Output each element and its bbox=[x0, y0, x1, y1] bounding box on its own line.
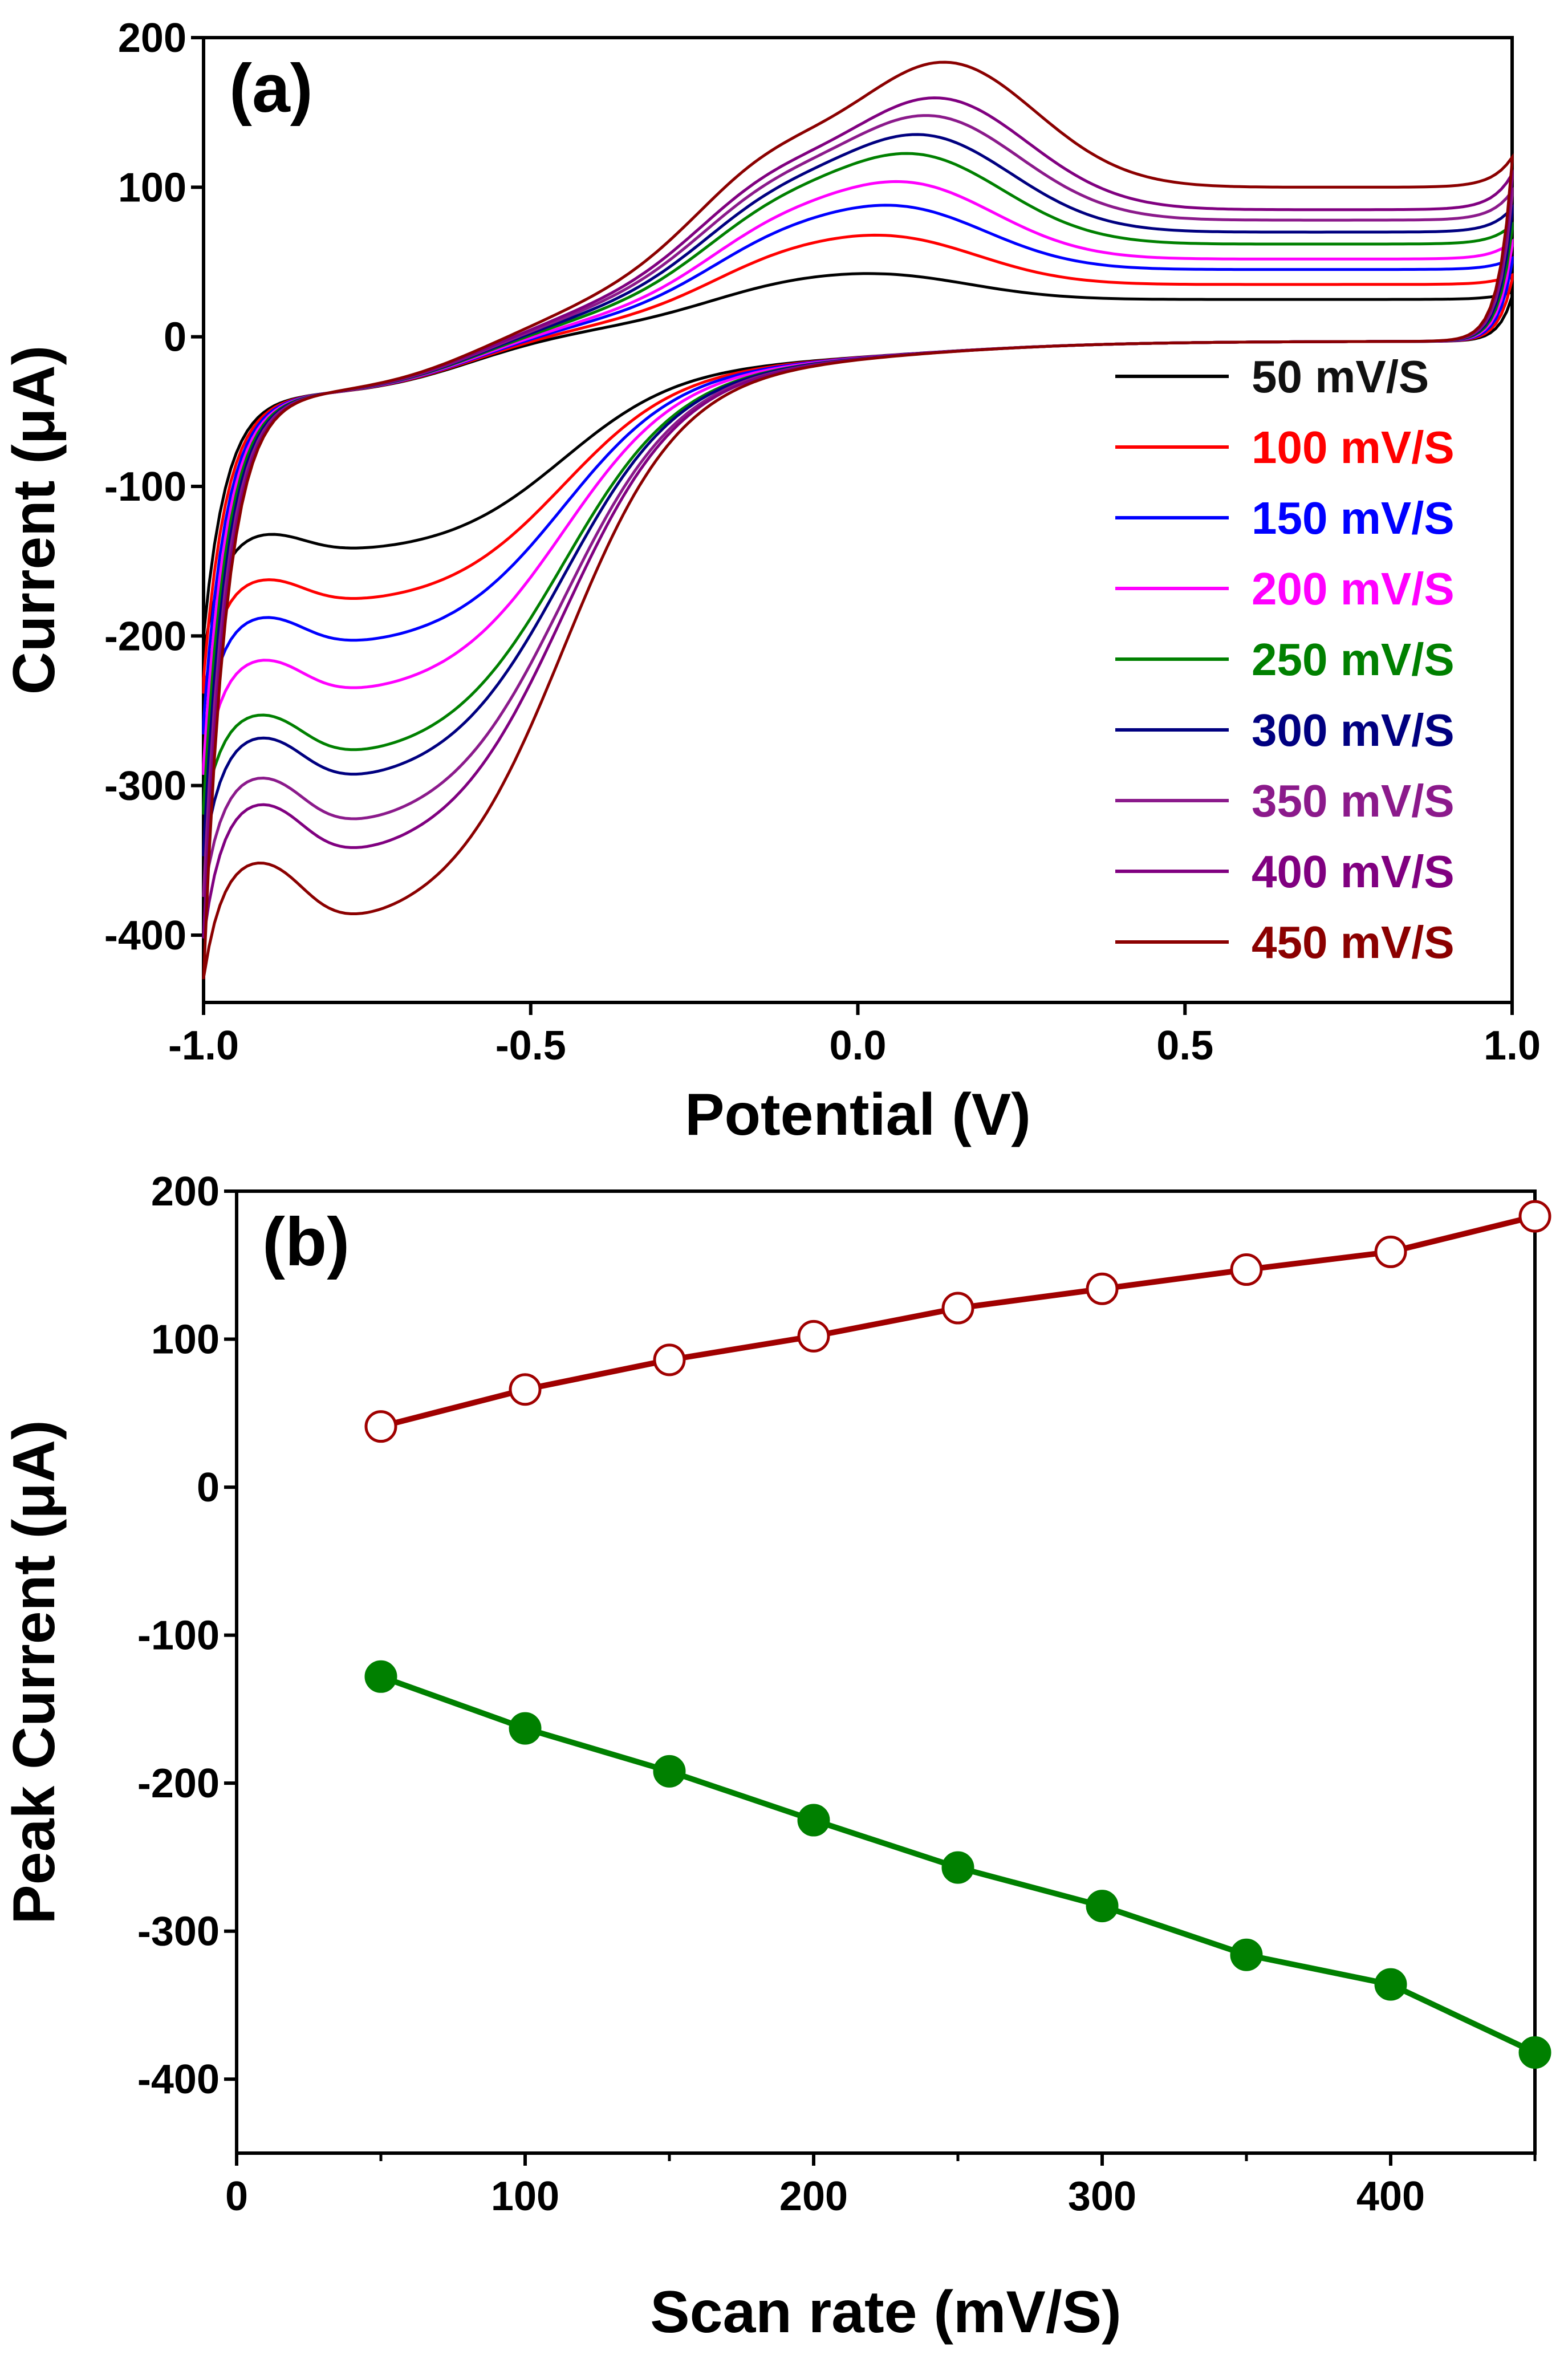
x-axis-title: Potential (V) bbox=[685, 1082, 1031, 1148]
x-tick-label: 0.0 bbox=[829, 1023, 886, 1069]
x-tick-label: 100 bbox=[491, 2174, 559, 2219]
y-tick-label: 100 bbox=[118, 165, 186, 210]
data-point bbox=[797, 1804, 830, 1837]
cv-curve-200-mV-S bbox=[202, 180, 1514, 775]
x-tick-label: 400 bbox=[1356, 2174, 1425, 2219]
legend-label: 150 mV/S bbox=[1252, 493, 1455, 543]
data-point bbox=[1518, 1200, 1551, 1233]
data-point bbox=[364, 1410, 397, 1443]
data-point bbox=[1518, 2036, 1551, 2069]
legend-label: 300 mV/S bbox=[1252, 705, 1455, 756]
y-tick-label: 100 bbox=[151, 1317, 220, 1363]
x-tick-label: 1.0 bbox=[1484, 1023, 1541, 1069]
y-axis-title: Peak Current (μA) bbox=[1, 1420, 67, 1924]
x-tick-label: 300 bbox=[1068, 2174, 1136, 2219]
y-tick-label: -200 bbox=[104, 614, 186, 659]
panel-label: (a) bbox=[229, 50, 313, 127]
y-tick-label: -100 bbox=[104, 464, 186, 510]
y-tick-label: -100 bbox=[137, 1613, 220, 1659]
y-tick-label: -400 bbox=[137, 2057, 220, 2102]
y-tick-label: 200 bbox=[151, 1169, 220, 1215]
panel-label: (b) bbox=[262, 1204, 350, 1280]
cv-curve-400-mV-S bbox=[202, 96, 1514, 939]
data-point bbox=[1230, 1253, 1263, 1286]
y-tick-label: 0 bbox=[197, 1465, 220, 1511]
y-tick-label: 200 bbox=[118, 15, 186, 61]
legend-label: 200 mV/S bbox=[1252, 563, 1455, 614]
y-tick-label: -300 bbox=[137, 1909, 220, 1955]
data-point bbox=[1086, 1890, 1119, 1923]
cv-curve-100-mV-S bbox=[202, 233, 1514, 694]
data-point bbox=[797, 1319, 830, 1353]
panel-a: -1.0 -0.5 0.0 0.5 1.0 200 100 0 -100 -200 -300 -400… bbox=[1, 15, 1541, 1148]
data-point bbox=[941, 1292, 974, 1325]
legend-label: 250 mV/S bbox=[1252, 634, 1455, 685]
y-axis-title: Current (μA) bbox=[1, 346, 67, 695]
x-axis-title: Scan rate (mV/S) bbox=[650, 2279, 1122, 2345]
legend-label: 50 mV/S bbox=[1252, 351, 1429, 402]
legend-label: 100 mV/S bbox=[1252, 422, 1455, 473]
data-point bbox=[941, 1851, 974, 1884]
cv-curve-450-mV-S bbox=[202, 60, 1514, 980]
legend-label: 450 mV/S bbox=[1252, 917, 1455, 968]
y-tick-label: 0 bbox=[164, 315, 186, 360]
data-point bbox=[1374, 1968, 1407, 2001]
x-tick-label: 0 bbox=[225, 2174, 248, 2219]
data-point bbox=[1374, 1235, 1407, 1268]
y-tick-label: -200 bbox=[137, 1761, 220, 1806]
y-tick-label: -400 bbox=[104, 913, 186, 959]
y-tick-label: -300 bbox=[104, 764, 186, 809]
cv-curve-250-mV-S bbox=[202, 152, 1514, 815]
data-point bbox=[1230, 1938, 1263, 1971]
data-point bbox=[364, 1660, 397, 1693]
cv-curve-300-mV-S bbox=[202, 133, 1514, 856]
cv-curve-50-mV-S bbox=[202, 272, 1514, 653]
data-point bbox=[509, 1712, 542, 1745]
x-tick-label: 0.5 bbox=[1156, 1023, 1213, 1069]
legend-label: 400 mV/S bbox=[1252, 846, 1455, 897]
cv-curve-150-mV-S bbox=[202, 204, 1514, 735]
cv-curve-350-mV-S bbox=[202, 114, 1514, 898]
plot-frame bbox=[235, 1189, 1537, 2155]
data-point bbox=[1086, 1272, 1119, 1305]
data-point bbox=[653, 1343, 686, 1377]
legend-label: 350 mV/S bbox=[1252, 775, 1455, 826]
x-tick-label: -0.5 bbox=[495, 1023, 566, 1069]
panel-b: 0 100 200 300 400 200 100 0 -100 -200 -300 -400 Scan… bbox=[1, 1169, 1551, 2345]
x-tick-label: -1.0 bbox=[168, 1023, 239, 1069]
data-point bbox=[653, 1755, 686, 1788]
data-point bbox=[509, 1373, 542, 1406]
x-tick-label: 200 bbox=[779, 2174, 848, 2219]
